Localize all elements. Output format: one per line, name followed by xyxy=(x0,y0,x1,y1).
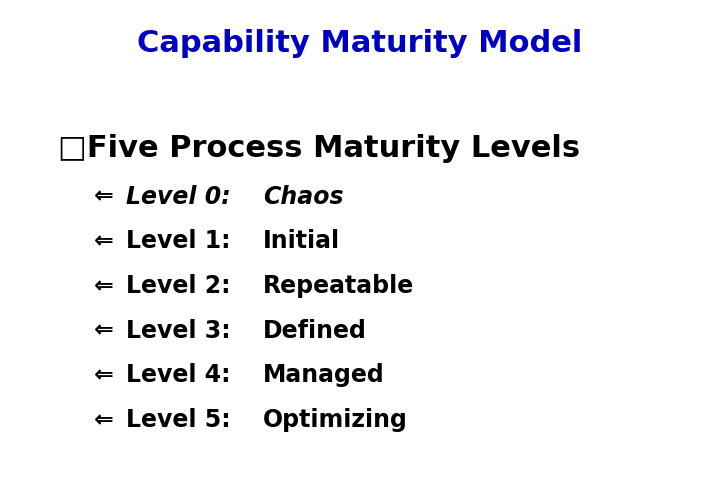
Text: Level 3:: Level 3: xyxy=(126,319,247,343)
Text: Level 2:: Level 2: xyxy=(126,274,247,298)
Text: ⇐: ⇐ xyxy=(94,185,113,209)
Text: Initial: Initial xyxy=(263,229,340,253)
Text: ⇐: ⇐ xyxy=(94,229,113,253)
Text: Capability Maturity Model: Capability Maturity Model xyxy=(138,29,582,58)
Text: Optimizing: Optimizing xyxy=(263,408,408,432)
Text: □Five Process Maturity Levels: □Five Process Maturity Levels xyxy=(58,134,580,163)
Text: Level 0:: Level 0: xyxy=(126,185,247,209)
Text: Repeatable: Repeatable xyxy=(263,274,414,298)
Text: Defined: Defined xyxy=(263,319,366,343)
Text: Level 1:: Level 1: xyxy=(126,229,247,253)
Text: ⇐: ⇐ xyxy=(94,319,113,343)
Text: Level 5:: Level 5: xyxy=(126,408,247,432)
Text: Level 4:: Level 4: xyxy=(126,363,247,387)
Text: Chaos: Chaos xyxy=(263,185,343,209)
Text: ⇐: ⇐ xyxy=(94,408,113,432)
Text: ⇐: ⇐ xyxy=(94,363,113,387)
Text: Managed: Managed xyxy=(263,363,384,387)
Text: ⇐: ⇐ xyxy=(94,274,113,298)
